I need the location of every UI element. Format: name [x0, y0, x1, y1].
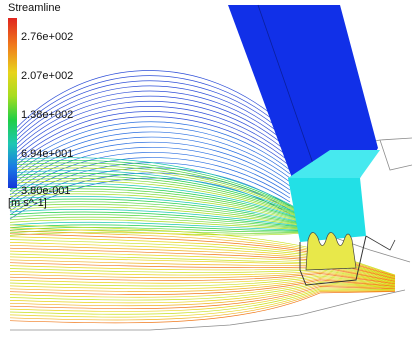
streamline	[9, 95, 291, 156]
legend-unit: [m s^-1]	[8, 197, 47, 209]
streamline	[9, 229, 301, 234]
streamline	[9, 85, 291, 148]
streamline	[9, 178, 301, 217]
streamline	[9, 198, 301, 224]
streamline	[9, 162, 291, 208]
streamline	[9, 268, 396, 283]
streamline	[9, 284, 396, 307]
streamline	[9, 273, 396, 285]
streamline	[9, 283, 396, 304]
streamline	[9, 159, 301, 212]
streamline	[9, 201, 301, 224]
legend-tick-2: 2.07e+002	[21, 70, 74, 82]
streamline	[9, 170, 301, 215]
streamline	[9, 152, 291, 200]
streamline	[9, 275, 396, 287]
streamline	[9, 185, 301, 220]
streamline	[9, 209, 301, 227]
streamline	[9, 290, 396, 321]
streamline	[9, 70, 291, 136]
streamline	[9, 165, 301, 213]
streamline	[9, 111, 291, 168]
streamline	[9, 75, 291, 140]
streamline	[9, 116, 291, 172]
streamline	[9, 270, 396, 284]
streamline	[9, 276, 396, 290]
legend-tick-3: 1.38e+002	[21, 109, 74, 121]
streamline	[9, 175, 301, 216]
streamline	[9, 271, 396, 284]
injector-nozzle	[228, 5, 378, 178]
streamline	[9, 196, 301, 223]
streamline	[9, 227, 301, 233]
streamline	[9, 224, 301, 232]
streamline	[9, 193, 301, 222]
streamline	[9, 289, 396, 318]
streamline	[9, 167, 291, 212]
streamline	[9, 278, 396, 292]
streamline	[9, 180, 301, 218]
nozzle-edge	[257, 4, 319, 179]
streamline	[9, 288, 396, 315]
streamline	[9, 90, 291, 152]
legend-colorbar	[8, 18, 17, 188]
streamline	[9, 221, 301, 231]
streamline	[9, 211, 301, 228]
streamline	[9, 280, 396, 298]
streamline	[9, 286, 396, 309]
streamline	[9, 131, 291, 184]
streamline	[9, 167, 301, 214]
streamline	[9, 188, 301, 220]
legend-tick-min: 3.80e-001	[21, 185, 71, 197]
streamline	[9, 282, 396, 301]
streamline	[9, 274, 396, 285]
legend-tick-4: 6.94e+001	[21, 148, 74, 160]
streamline	[9, 190, 301, 221]
streamline	[9, 80, 291, 144]
streamline	[9, 206, 301, 226]
streamline	[9, 203, 301, 225]
mixing-chamber	[288, 178, 366, 242]
streamline	[9, 219, 301, 230]
streamline	[9, 162, 301, 212]
streamline	[9, 214, 301, 228]
streamline	[9, 147, 291, 196]
streamline	[9, 172, 291, 216]
streamline	[9, 183, 301, 219]
streamline	[9, 100, 291, 160]
legend-title: Streamline	[8, 2, 61, 14]
streamline	[9, 291, 396, 324]
streamline	[9, 141, 291, 192]
streamline	[9, 121, 291, 176]
swirl-vanes	[299, 232, 396, 286]
streamline	[9, 126, 291, 180]
streamline	[9, 157, 301, 211]
streamline	[9, 287, 396, 312]
legend-tick-max: 2.76e+002	[21, 31, 74, 43]
streamline	[9, 279, 396, 295]
chamber-top	[288, 150, 380, 178]
streamline	[9, 216, 301, 229]
streamline	[9, 172, 301, 216]
streamline	[9, 106, 291, 164]
